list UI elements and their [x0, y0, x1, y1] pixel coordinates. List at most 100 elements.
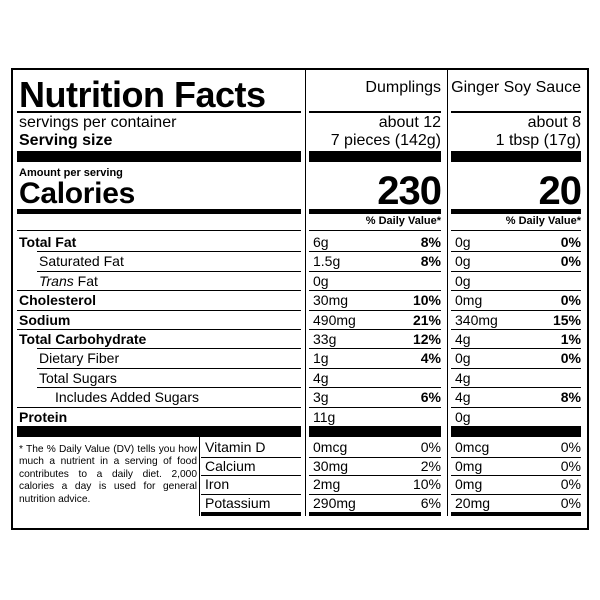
row-rule-sauce [451, 329, 581, 330]
dumplings-daily-value: 10% [412, 292, 441, 309]
vitamin-rule-sauce [451, 475, 581, 476]
row-rule-sauce [451, 348, 581, 350]
nutrition-facts-panel: Nutrition Facts Dumplings Ginger Soy Sau… [11, 68, 589, 530]
dumplings-amount: 6g [313, 234, 329, 250]
row-rule-dumplings [309, 348, 441, 350]
nutrient-label: Sodium [19, 311, 71, 328]
row-rule [17, 309, 301, 311]
dumplings-daily-value: 8% [420, 234, 441, 250]
sauce-daily-value: 0% [560, 292, 581, 309]
title-rule-sauce [451, 111, 581, 113]
sauce-vitamin-dv: 0% [560, 476, 581, 492]
servings-value-sauce: about 8 [527, 114, 581, 131]
vitamin-rule-sauce [451, 456, 581, 458]
dumplings-vitamin-amount: 0mcg [313, 439, 348, 455]
nutrient-label: Protein [19, 408, 68, 425]
row-rule [37, 387, 301, 389]
row-rule-sauce [451, 251, 581, 253]
dumplings-amount: 1g [313, 350, 329, 367]
sauce-vitamin-amount: 0mg [455, 476, 483, 492]
row-rule-sauce [451, 367, 581, 369]
nutrient-label: Total Fat [19, 234, 77, 250]
dv-header-dumplings: % Daily Value* [365, 215, 441, 227]
sauce-amount: 0g [455, 272, 471, 289]
nutrient-label: Total Sugars [39, 369, 117, 386]
row-rule-dumplings [309, 290, 441, 292]
column-header-dumplings: Dumplings [365, 79, 441, 96]
calories-label: Calories [19, 177, 135, 210]
dv-header-rule [17, 230, 301, 231]
sauce-amount: 0g [455, 253, 471, 270]
vitamins-thick-bar [17, 426, 301, 437]
dumplings-amount: 4g [313, 369, 329, 386]
row-rule [37, 367, 301, 369]
dumplings-daily-value: 21% [412, 311, 441, 328]
serving-size-value-sauce: 1 tbsp (17g) [495, 132, 581, 149]
servings-value-dumplings: about 12 [378, 114, 441, 131]
sauce-amount: 4g [455, 369, 471, 386]
row-rule-dumplings [309, 387, 441, 389]
serving-thick-bar [17, 151, 301, 162]
column-divider-sauce [447, 70, 448, 516]
bottom-bar-left [201, 512, 301, 516]
nutrient-label: Total Carbohydrate [19, 331, 147, 347]
vitamins-thick-bar-sauce [451, 426, 581, 437]
nutrient-label-rest: Fat [73, 272, 98, 289]
dumplings-amount: 3g [313, 389, 329, 406]
vitamin-rule-sauce [451, 493, 581, 495]
dumplings-amount: 30mg [313, 292, 349, 309]
row-rule [37, 348, 301, 350]
vitamin-label: Vitamin D [205, 439, 266, 455]
sauce-amount: 0g [455, 234, 471, 250]
vitamin-label: Potassium [205, 494, 271, 511]
column-header-sauce: Ginger Soy Sauce [451, 79, 581, 96]
sauce-vitamin-dv: 0% [560, 494, 581, 511]
sauce-vitamin-amount: 20mg [455, 494, 491, 511]
row-rule [17, 329, 301, 330]
calories-bar-sauce [451, 209, 581, 214]
nutrient-label: Includes Added Sugars [55, 389, 199, 406]
vitamin-label: Calcium [205, 457, 256, 474]
sauce-vitamin-dv: 0% [560, 457, 581, 474]
dumplings-amount: 11g [313, 408, 336, 425]
dv-header-rule-dumplings [309, 230, 441, 231]
nutrient-label: Trans Fat [39, 274, 98, 288]
title-rule [17, 111, 301, 113]
sauce-vitamin-dv: 0% [560, 439, 581, 455]
dumplings-daily-value: 8% [420, 253, 441, 270]
row-rule [37, 270, 301, 272]
servings-label: servings per container [19, 114, 177, 131]
label-title: Nutrition Facts [19, 74, 266, 115]
dumplings-amount: 1.5g [313, 253, 341, 270]
calories-bar [17, 209, 301, 214]
row-rule [17, 406, 301, 408]
sauce-amount: 0g [455, 408, 471, 425]
serving-size-value-dumplings: 7 pieces (142g) [330, 132, 441, 149]
serving-thick-bar-sauce [451, 151, 581, 162]
row-rule-sauce [451, 270, 581, 272]
vitamin-label: Iron [205, 476, 230, 492]
sauce-daily-value: 0% [560, 253, 581, 270]
daily-value-footnote: * The % Daily Value (DV) tells you how m… [19, 444, 197, 505]
nutrient-label: Cholesterol [19, 292, 97, 309]
dumplings-vitamin-amount: 290mg [313, 494, 356, 511]
row-rule-sauce [451, 309, 581, 311]
nutrient-label: Dietary Fiber [39, 350, 120, 367]
vitamin-rule [201, 493, 301, 495]
dumplings-vitamin-dv: 2% [420, 457, 441, 474]
sauce-amount: 0mg [455, 292, 483, 309]
row-rule-dumplings [309, 251, 441, 253]
dv-header-rule-sauce [451, 230, 581, 231]
row-rule-dumplings [309, 367, 441, 369]
sauce-amount: 4g [455, 389, 471, 406]
sauce-daily-value: 0% [560, 350, 581, 367]
dumplings-vitamin-amount: 2mg [313, 476, 341, 492]
vitamin-rule [201, 475, 301, 476]
dv-header-sauce: % Daily Value* [505, 215, 581, 227]
dumplings-daily-value: 6% [420, 389, 441, 406]
amount-per-serving-label: Amount per serving [19, 167, 123, 179]
dumplings-vitamin-dv: 6% [420, 494, 441, 511]
calories-bar-dumplings [309, 209, 441, 214]
vitamin-rule [201, 456, 301, 458]
sauce-vitamin-amount: 0mg [455, 457, 483, 474]
